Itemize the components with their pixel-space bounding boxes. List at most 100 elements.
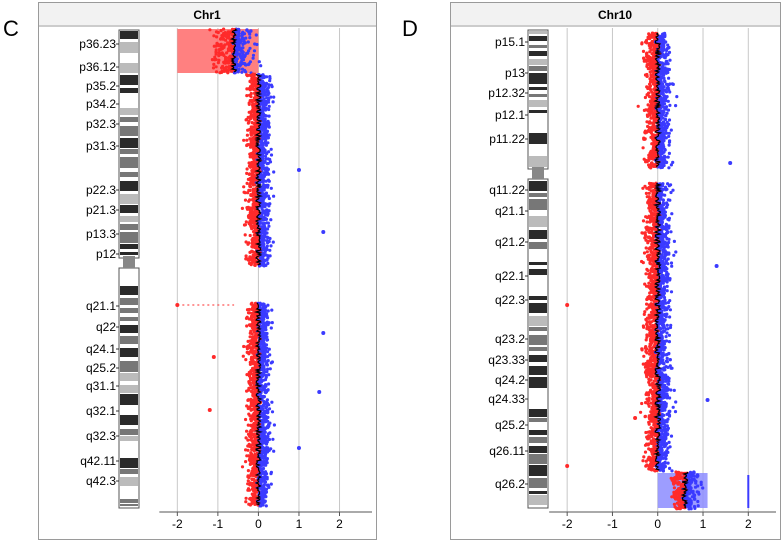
data-point bbox=[249, 193, 253, 197]
ideogram-band bbox=[120, 138, 138, 148]
data-point bbox=[265, 213, 270, 217]
data-point bbox=[266, 367, 270, 371]
data-point bbox=[249, 263, 253, 267]
data-point bbox=[643, 130, 647, 134]
data-point bbox=[268, 157, 272, 162]
data-point bbox=[263, 321, 267, 325]
data-point bbox=[246, 40, 250, 44]
ideogram-band bbox=[120, 252, 138, 255]
data-point bbox=[649, 219, 653, 223]
ideogram-band bbox=[120, 385, 138, 393]
ideogram-band bbox=[529, 156, 547, 167]
data-point bbox=[645, 120, 649, 124]
title-bar bbox=[39, 3, 376, 25]
data-point bbox=[253, 502, 257, 506]
data-point bbox=[241, 50, 245, 55]
data-point bbox=[661, 116, 665, 120]
band-label: q26.2 bbox=[495, 477, 525, 491]
data-point bbox=[245, 74, 249, 78]
data-point bbox=[648, 70, 652, 74]
data-point bbox=[246, 128, 250, 132]
ideogram-band bbox=[529, 269, 547, 275]
data-point bbox=[249, 145, 253, 149]
data-point bbox=[246, 469, 250, 473]
ideogram-band bbox=[529, 454, 547, 464]
data-point bbox=[265, 338, 269, 342]
ideogram-band bbox=[120, 224, 138, 230]
data-point bbox=[263, 204, 267, 209]
data-point bbox=[240, 465, 245, 469]
data-point bbox=[264, 263, 268, 267]
data-point bbox=[645, 250, 649, 254]
data-point bbox=[267, 114, 271, 118]
data-point bbox=[267, 485, 271, 489]
ideogram-band bbox=[529, 377, 547, 388]
data-point bbox=[262, 456, 267, 460]
data-point bbox=[666, 43, 670, 47]
data-point bbox=[264, 179, 268, 183]
data-point bbox=[664, 99, 668, 103]
data-point bbox=[217, 54, 221, 58]
data-point bbox=[249, 133, 253, 137]
data-point bbox=[641, 261, 645, 265]
ideogram-band bbox=[529, 230, 547, 239]
data-point bbox=[244, 254, 248, 258]
data-point bbox=[265, 316, 270, 320]
band-label: q32.3 bbox=[86, 429, 116, 443]
ideogram-band bbox=[529, 327, 547, 331]
data-point bbox=[641, 186, 645, 190]
centromere bbox=[532, 167, 544, 179]
ideogram-band bbox=[529, 199, 547, 210]
data-point bbox=[223, 61, 228, 65]
chart-title: Chr1 bbox=[193, 8, 221, 22]
data-point bbox=[212, 34, 216, 38]
data-point bbox=[218, 71, 222, 75]
data-point bbox=[268, 79, 272, 83]
band-label: p36.12 bbox=[79, 60, 116, 74]
data-point bbox=[262, 367, 266, 371]
data-point bbox=[269, 482, 273, 486]
band-label: p13.3 bbox=[86, 227, 116, 241]
ideogram-band bbox=[529, 409, 547, 417]
data-point bbox=[264, 495, 268, 499]
data-point bbox=[248, 462, 252, 466]
data-point bbox=[674, 104, 678, 108]
data-point bbox=[645, 74, 649, 78]
data-point bbox=[266, 323, 270, 327]
outlier-point bbox=[317, 390, 322, 394]
ideogram-band bbox=[529, 193, 547, 197]
data-point bbox=[664, 128, 668, 133]
data-point bbox=[667, 143, 671, 147]
data-point bbox=[671, 82, 675, 86]
data-point bbox=[269, 472, 273, 476]
data-point bbox=[245, 347, 249, 351]
data-point bbox=[234, 59, 239, 63]
ideogram-band bbox=[529, 316, 547, 326]
data-point bbox=[251, 351, 255, 355]
data-point bbox=[267, 224, 271, 228]
data-point bbox=[267, 382, 271, 386]
x-tick-label: -2 bbox=[562, 517, 573, 531]
data-point bbox=[643, 95, 648, 100]
data-point bbox=[265, 185, 270, 189]
data-point bbox=[269, 95, 273, 99]
data-point bbox=[267, 204, 271, 208]
panel-letter-c: C bbox=[3, 16, 19, 41]
band-label: p21.3 bbox=[86, 203, 116, 217]
data-point bbox=[667, 184, 671, 188]
data-point bbox=[245, 133, 249, 137]
data-point bbox=[267, 373, 271, 377]
band-label: p12.1 bbox=[495, 108, 525, 122]
data-point bbox=[649, 116, 653, 120]
band-label: p15.1 bbox=[495, 35, 525, 49]
ideogram-band bbox=[529, 45, 547, 48]
data-point bbox=[236, 70, 240, 74]
data-point bbox=[649, 80, 653, 84]
data-point bbox=[267, 107, 271, 112]
band-label: q22.3 bbox=[495, 293, 525, 307]
data-point bbox=[670, 264, 674, 268]
data-point bbox=[248, 117, 253, 121]
band-label: p22.3 bbox=[86, 183, 116, 197]
ideogram-band bbox=[120, 181, 138, 191]
x-tick-label: 2 bbox=[745, 517, 752, 531]
